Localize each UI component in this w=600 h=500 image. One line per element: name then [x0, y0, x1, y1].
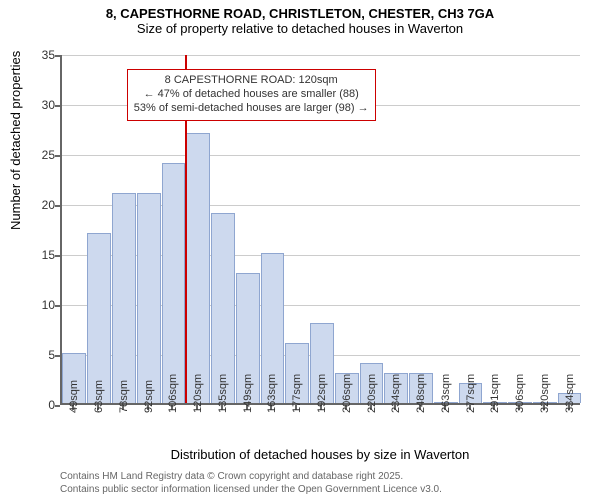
annotation-line: ← 47% of detached houses are smaller (88… [134, 88, 369, 102]
y-tick-label: 30 [25, 98, 55, 112]
y-tick-label: 0 [25, 398, 55, 412]
y-tick-mark [55, 55, 60, 57]
bar [112, 193, 136, 403]
y-tick-label: 15 [25, 248, 55, 262]
y-tick-mark [55, 205, 60, 207]
bar [186, 133, 210, 403]
bar [87, 233, 111, 403]
y-axis-label: Number of detached properties [8, 51, 23, 230]
attribution: Contains HM Land Registry data © Crown c… [60, 470, 442, 496]
y-tick-mark [55, 105, 60, 107]
y-tick-mark [55, 405, 60, 407]
y-tick-mark [55, 355, 60, 357]
bar [137, 193, 161, 403]
title-line-2: Size of property relative to detached ho… [0, 21, 600, 36]
annotation-line: 53% of semi-detached houses are larger (… [134, 102, 369, 116]
bar [162, 163, 186, 403]
gridline-h [62, 155, 580, 156]
title-line-1: 8, CAPESTHORNE ROAD, CHRISTLETON, CHESTE… [0, 6, 600, 21]
x-axis-label: Distribution of detached houses by size … [60, 447, 580, 462]
y-tick-mark [55, 255, 60, 257]
y-tick-label: 25 [25, 148, 55, 162]
y-tick-label: 20 [25, 198, 55, 212]
y-tick-mark [55, 155, 60, 157]
chart-title: 8, CAPESTHORNE ROAD, CHRISTLETON, CHESTE… [0, 6, 600, 36]
attribution-line-2: Contains public sector information licen… [60, 483, 442, 496]
y-tick-mark [55, 305, 60, 307]
gridline-h [62, 55, 580, 56]
chart-container: 8, CAPESTHORNE ROAD, CHRISTLETON, CHESTE… [0, 0, 600, 500]
annotation-line: 8 CAPESTHORNE ROAD: 120sqm [134, 74, 369, 88]
attribution-line-1: Contains HM Land Registry data © Crown c… [60, 470, 442, 483]
y-tick-label: 10 [25, 298, 55, 312]
annotation-box: 8 CAPESTHORNE ROAD: 120sqm← 47% of detac… [127, 69, 376, 120]
y-tick-label: 5 [25, 348, 55, 362]
y-tick-label: 35 [25, 48, 55, 62]
